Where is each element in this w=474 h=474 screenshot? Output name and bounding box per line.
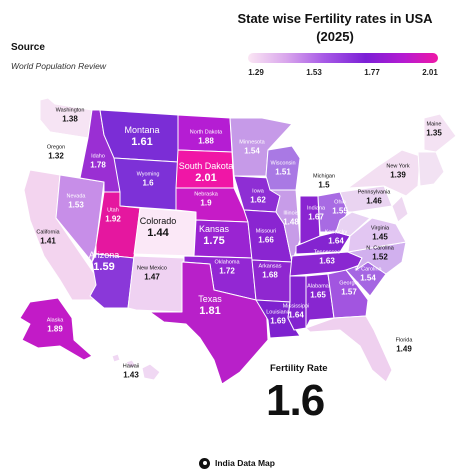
state-maine[interactable] [423, 113, 457, 153]
state-new-jersey[interactable] [391, 195, 409, 223]
source-heading: Source [11, 42, 45, 53]
map-title: State wise Fertility rates in USA (2025) [205, 10, 465, 46]
state-virginia[interactable] [347, 217, 407, 253]
title-line-2: (2025) [316, 29, 354, 44]
state-texas[interactable] [149, 261, 269, 385]
state-new-mexico[interactable] [127, 255, 185, 313]
brand-name: India Data Map [215, 458, 275, 468]
state-pennsylvania[interactable] [339, 185, 393, 213]
state-north-dakota[interactable] [177, 114, 233, 153]
fertility-rate-label: Fertility Rate [270, 363, 328, 374]
state-west-virginia[interactable] [335, 211, 371, 237]
state-georgia[interactable] [327, 269, 369, 319]
state-wisconsin[interactable] [265, 145, 301, 191]
state-wyoming[interactable] [113, 157, 179, 211]
state-florida[interactable] [305, 315, 393, 383]
state-colorado[interactable] [133, 207, 197, 257]
source-value: World Population Review [11, 61, 106, 71]
title-line-1: State wise Fertility rates in USA [237, 11, 433, 26]
legend-tick-3: 1.77 [364, 68, 380, 77]
state-kansas[interactable] [193, 219, 253, 259]
state-mississippi[interactable] [287, 275, 307, 331]
state-alabama[interactable] [305, 273, 335, 329]
state-illinois[interactable] [269, 189, 301, 263]
state-new-england[interactable] [417, 151, 445, 187]
legend-tick-2: 1.53 [306, 68, 322, 77]
legend-tick-max: 2.01 [422, 68, 438, 77]
fertility-rate-value: 1.6 [266, 376, 325, 425]
state-hawaii[interactable] [111, 353, 161, 381]
state-alaska[interactable] [19, 297, 93, 361]
state-south-dakota[interactable] [175, 149, 235, 189]
legend-color-bar [248, 53, 438, 63]
brand-footer: India Data Map [0, 452, 474, 474]
map-pin-icon [199, 457, 210, 469]
state-arkansas[interactable] [251, 259, 293, 303]
state-arizona[interactable] [89, 253, 135, 309]
legend-tick-min: 1.29 [248, 68, 264, 77]
